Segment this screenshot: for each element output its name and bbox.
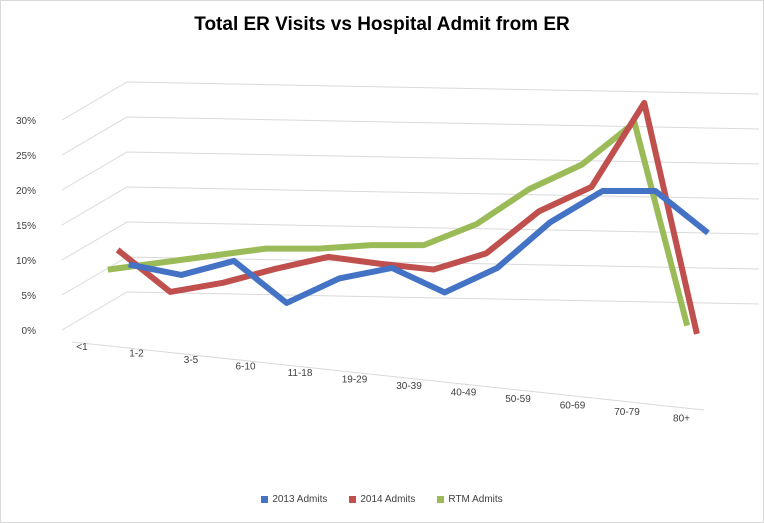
x-tick-label: 70-79 [614, 407, 640, 418]
x-tick-label: 40-49 [451, 388, 477, 399]
y-tick-label: 15% [16, 221, 36, 232]
gridline [61, 81, 760, 121]
x-tick-label: 30-39 [396, 381, 422, 392]
chart-title: Total ER Visits vs Hospital Admit from E… [194, 14, 570, 35]
y-tick-label: 5% [22, 291, 37, 302]
legend-item: 2013 Admits [261, 494, 327, 505]
gridline [61, 151, 760, 191]
x-tick-label: 80+ [673, 414, 690, 425]
series-line-2014-admits [115, 99, 700, 335]
x-tick-label: 1-2 [129, 349, 144, 360]
y-tick-label: 0% [22, 326, 37, 337]
y-tick-label: 30% [16, 116, 36, 127]
gridline [61, 221, 760, 261]
series-line-rtm-admits [107, 119, 691, 327]
legend-item: 2014 Admits [349, 494, 415, 505]
x-tick-label: 50-59 [505, 394, 531, 405]
x-tick-label: 3-5 [184, 355, 199, 366]
y-tick-label: 10% [16, 256, 36, 267]
legend-label: 2014 Admits [360, 494, 416, 505]
legend-label: RTM Admits [448, 494, 503, 505]
grid-lines [61, 81, 760, 411]
legend-swatch [349, 496, 357, 503]
legend-item: RTM Admits [437, 494, 503, 505]
x-tick-label: 11-18 [288, 368, 313, 379]
x-tick-label: 19-29 [342, 375, 368, 386]
x-tick-label: 60-69 [560, 401, 586, 412]
chart-legend: 2013 Admits 2014 Admits RTM Admits [0, 494, 764, 505]
y-axis-ticks: 0% 5% 10% 15% 20% 25% 30% [16, 116, 36, 337]
gridline [61, 116, 760, 156]
y-tick-label: 25% [16, 151, 36, 162]
x-tick-label: 6-10 [235, 362, 255, 373]
series-lines [107, 99, 710, 335]
legend-label: 2013 Admits [272, 494, 328, 505]
legend-swatch [437, 496, 445, 503]
gridline [61, 186, 760, 226]
x-axis-ticks: <1 1-2 3-5 6-10 11-18 19-29 30-39 40-49 50-59 60-… [76, 342, 690, 425]
legend-swatch [261, 496, 269, 503]
series-line-2013-admits [128, 187, 710, 306]
y-tick-label: 20% [16, 186, 36, 197]
x-tick-label: <1 [76, 342, 88, 353]
gridline [61, 291, 760, 331]
floor-edge [71, 341, 705, 411]
